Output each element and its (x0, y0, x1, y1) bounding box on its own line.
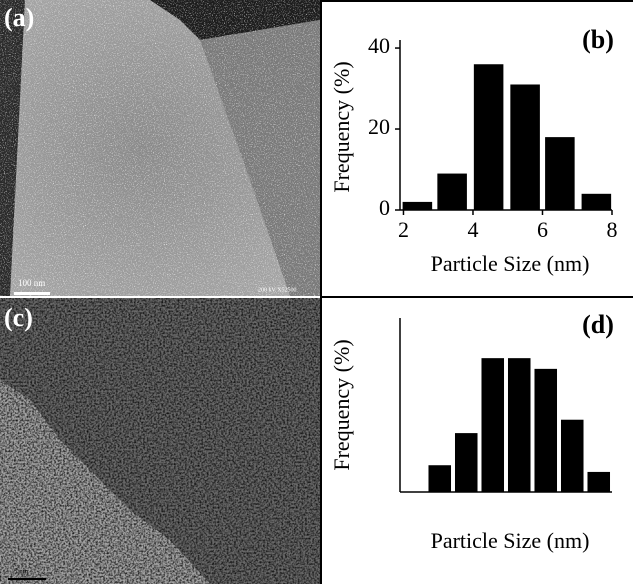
bar (474, 64, 504, 210)
micrograph-a (0, 0, 320, 296)
bar (582, 194, 612, 210)
y-tick-label: 0 (379, 195, 390, 220)
panel-label: (a) (4, 3, 34, 32)
x-axis-label: Particle Size (nm) (431, 251, 590, 276)
page: (a) 100 nm 200 kV X52500 (c) 5 nm 0 20 40 2… (0, 0, 633, 584)
bar (534, 369, 557, 492)
bar (510, 84, 540, 210)
y-tick-label: 40 (368, 33, 390, 58)
panel-label: (d) (582, 310, 614, 339)
scale-bar-label: 5 nm (14, 568, 29, 576)
bar (561, 420, 584, 492)
x-tick-label: 4 (467, 217, 478, 242)
bar (481, 358, 504, 492)
x-tick-label: 2 (398, 217, 409, 242)
figure: (a) 100 nm 200 kV X52500 (c) 5 nm 0 20 40 2… (0, 0, 633, 584)
instrument-info: 200 kV X52500 (258, 287, 297, 293)
bar (545, 137, 575, 210)
bar (587, 472, 610, 492)
x-tick-label: 6 (537, 217, 548, 242)
y-axis-label: Frequency (%) (329, 61, 354, 192)
bar (508, 358, 531, 492)
bar (455, 433, 478, 492)
y-axis-label: Frequency (%) (329, 339, 354, 470)
x-axis-label: Particle Size (nm) (431, 528, 590, 553)
x-tick-label: 8 (607, 217, 618, 242)
scale-bar-label: 100 nm (18, 278, 45, 288)
panel-label: (b) (582, 25, 614, 54)
bar (437, 174, 467, 210)
bar (403, 202, 433, 210)
panel-label: (c) (4, 303, 33, 332)
micrograph-c (0, 298, 320, 584)
bar (428, 465, 451, 492)
y-tick-label: 20 (368, 114, 390, 139)
